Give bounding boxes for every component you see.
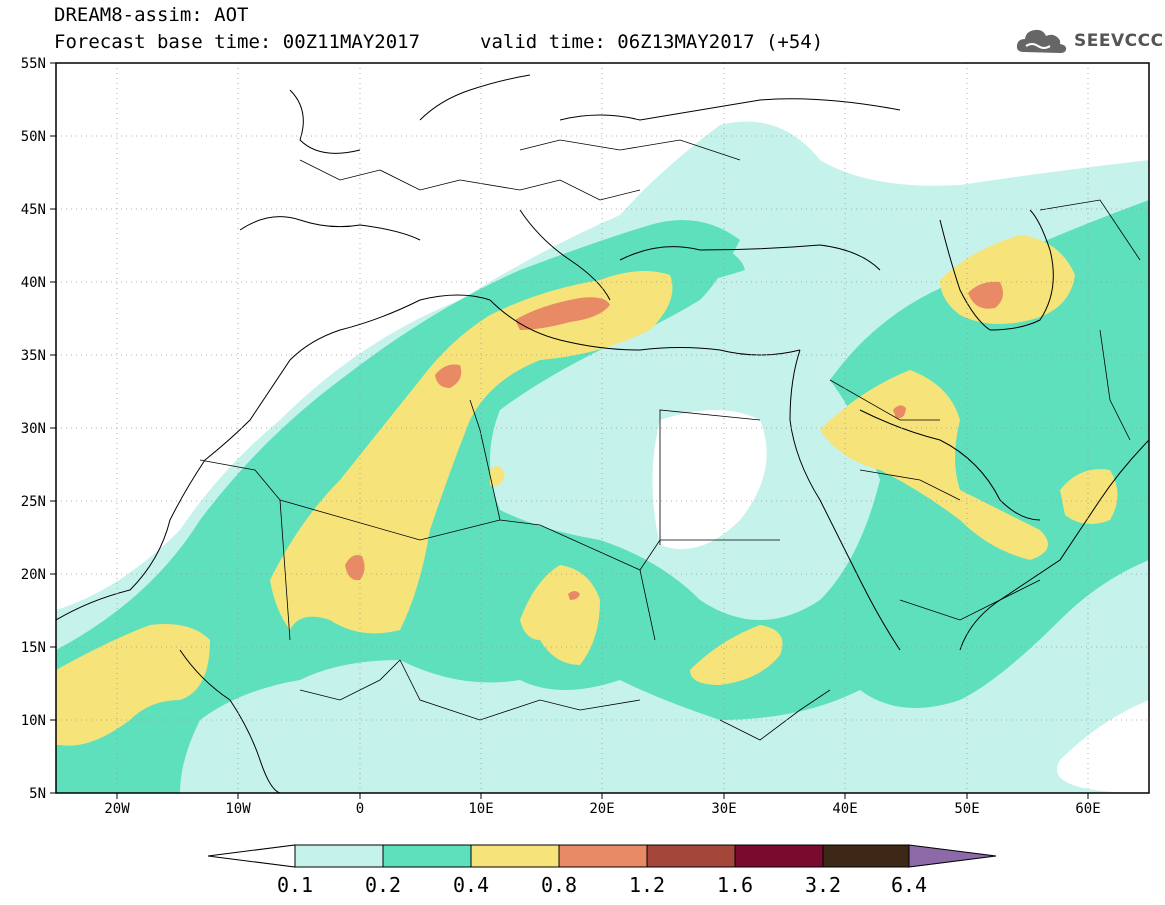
colorbar-label: 0.4 (453, 873, 489, 897)
lat-label: 15N (21, 640, 46, 656)
lon-label: 30E (711, 801, 736, 817)
aot-band-0.2 (56, 200, 1149, 793)
colorbar-label: 0.1 (277, 873, 313, 897)
tick-marks (50, 62, 1089, 799)
colorbar-label: 1.2 (629, 873, 665, 897)
lon-label: 0 (356, 801, 364, 817)
aot-band-0.8 (568, 591, 580, 600)
colorbar (207, 844, 997, 868)
coastlines (56, 74, 1149, 793)
colorbar-swatch (470, 844, 560, 868)
colorbar-label: 0.2 (365, 873, 401, 897)
longitude-labels: 20W 10W 0 10E 20E 30E 40E 50E 60E (104, 801, 1100, 817)
colorbar-swatch (294, 844, 384, 868)
lat-label: 25N (21, 494, 46, 510)
latitude-labels: 55N 50N 45N 40N 35N 30N 25N 20N 15N 10N … (21, 56, 46, 802)
seevccc-logo: SEEVCCC (1014, 26, 1164, 56)
lon-label: 40E (832, 801, 857, 817)
aot-band-0.8 (893, 405, 906, 419)
borders (199, 139, 1141, 741)
aot-band-0.8 (435, 364, 462, 388)
aot-band-0.4 (690, 625, 783, 685)
lon-label: 50E (954, 801, 979, 817)
graticule (56, 63, 1149, 793)
colorbar-swatch (558, 844, 648, 868)
aot-clear-patch (652, 410, 767, 550)
aot-band-0.4 (490, 466, 505, 487)
lat-label: 50N (21, 129, 46, 145)
map-title: DREAM8-assim: AOT (54, 4, 249, 26)
lat-label: 10N (21, 713, 46, 729)
colorbar-label: 0.8 (541, 873, 577, 897)
lat-label: 5N (29, 786, 46, 802)
lat-label: 55N (21, 56, 46, 72)
aot-band-0.4 (56, 624, 210, 746)
aot-contours (56, 63, 1149, 793)
colorbar-label: 1.6 (717, 873, 753, 897)
aot-clear-patch (1056, 700, 1149, 793)
logo-text: SEEVCCC (1074, 31, 1164, 51)
colorbar-label: 3.2 (805, 873, 841, 897)
lat-label: 30N (21, 421, 46, 437)
colorbar-swatch (734, 844, 824, 868)
lat-label: 35N (21, 348, 46, 364)
colorbar-labels: 0.1 0.2 0.4 0.8 1.2 1.6 3.2 6.4 (277, 873, 927, 897)
colorbar-swatch (382, 844, 472, 868)
aot-band-0.8 (968, 281, 1004, 309)
aot-band-0.4 (270, 271, 673, 634)
colorbar-label: 6.4 (891, 873, 927, 897)
lon-label: 20W (104, 801, 130, 817)
valid-time: valid time: 06Z13MAY2017 (+54) (480, 31, 824, 53)
aot-band-0.4 (1060, 469, 1118, 524)
colorbar-swatch (646, 844, 736, 868)
colorbar-right-arrow (908, 844, 997, 868)
forecast-base-time: Forecast base time: 00Z11MAY2017 (54, 31, 421, 53)
aot-band-0.8 (515, 297, 610, 330)
colorbar-left-arrow (207, 844, 296, 868)
lat-label: 45N (21, 202, 46, 218)
lon-label: 10E (468, 801, 493, 817)
cloud-icon (1016, 29, 1067, 53)
lon-label: 20E (589, 801, 614, 817)
lon-label: 10W (225, 801, 251, 817)
lat-label: 20N (21, 567, 46, 583)
colorbar-swatch (822, 844, 910, 868)
aot-band-0.4 (520, 565, 600, 665)
aot-band-0.4 (820, 370, 1048, 560)
lat-label: 40N (21, 275, 46, 291)
lon-label: 60E (1075, 801, 1100, 817)
